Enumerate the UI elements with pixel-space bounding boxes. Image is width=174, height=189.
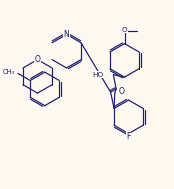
Text: CH₃: CH₃ — [2, 69, 15, 75]
Text: O: O — [35, 55, 40, 64]
Text: HO: HO — [92, 72, 103, 78]
Text: O: O — [122, 27, 127, 33]
Text: N: N — [64, 30, 69, 39]
Text: O: O — [119, 87, 125, 96]
Text: F: F — [126, 132, 131, 141]
